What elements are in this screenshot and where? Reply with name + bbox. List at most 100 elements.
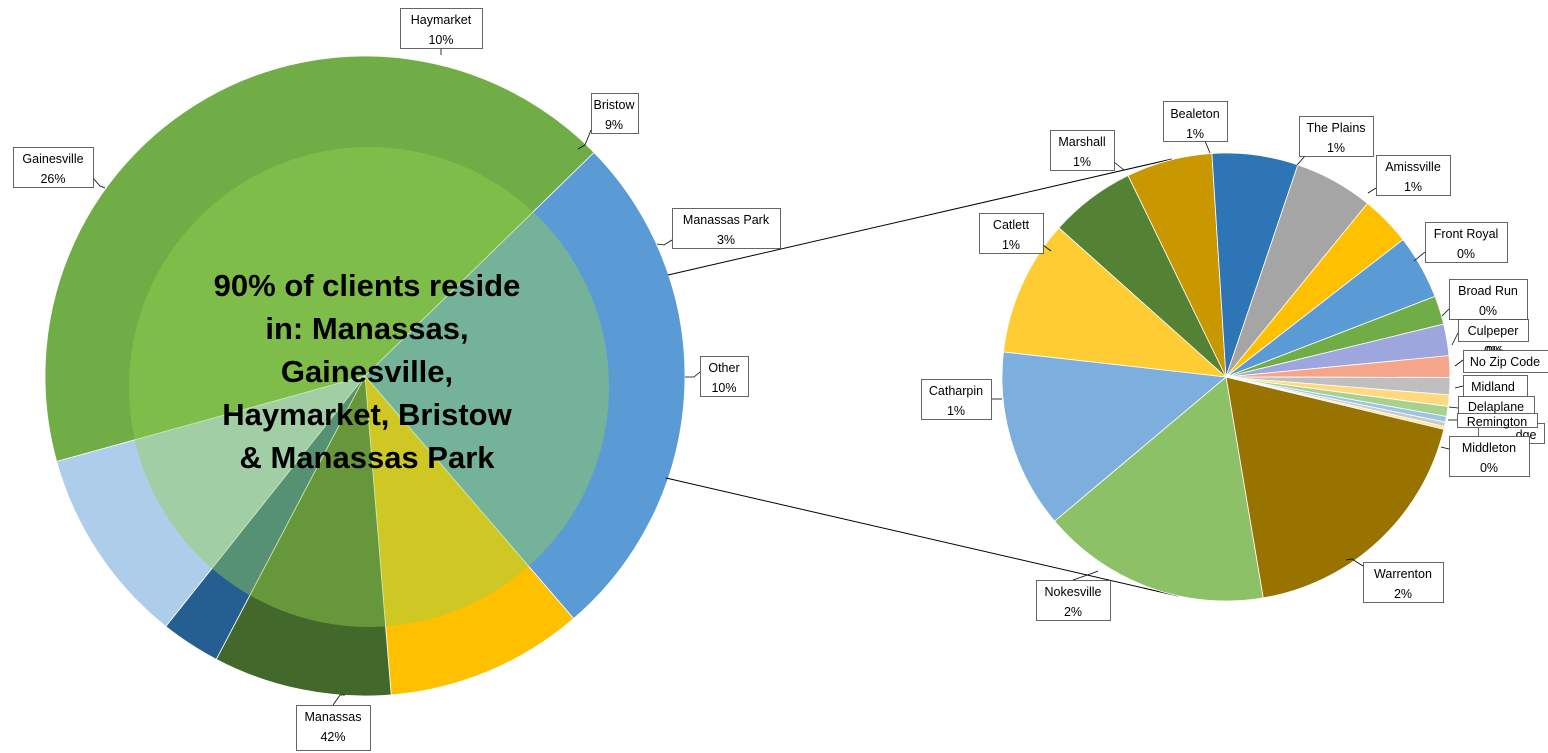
leader-line [1441,308,1450,317]
label-name: No Zip Code [1470,355,1540,369]
label-box [1457,413,1538,428]
data-label-front-royal: Front Royal 0% [1413,222,1508,263]
label-name: The Plains [1306,121,1365,135]
data-label-bealeton: Bealeton 1% [1163,101,1228,154]
pie-slice-bristow [215,374,392,697]
label-name: Other [708,361,739,375]
label-name: Culpeper [1468,324,1519,338]
label-box [700,356,749,397]
pie-slice-warrenton [1225,376,1445,599]
data-label-haymarket: Haymarket 10% [400,8,483,55]
leader-line [1113,161,1125,171]
label-name: Front Royal [1434,227,1499,241]
label-box [1163,101,1228,142]
pie-slice-other [56,375,367,627]
data-label-marshall: Marshall 1% [1050,130,1125,171]
label-value: 1% [1186,127,1204,141]
center-text-line: & Manassas Park [239,440,495,475]
data-label-manassas: Manassas 42% [296,694,371,751]
center-annotation: 90% of clients reside in: Manassas, Gaines… [214,268,521,475]
label-name: Nokesville [1045,585,1102,599]
label-value: 1% [1327,141,1345,155]
data-label-warrenton: Warrenton 2% [1345,558,1444,603]
data-label-nokesville: Nokesville 2% [1036,570,1111,621]
other-breakdown-pie [1001,152,1451,602]
label-value: 0% [1457,247,1475,261]
label-value: 42% [320,730,345,744]
data-label-middleton: Middleton 0% [1440,436,1530,477]
label-box [979,213,1044,254]
data-label-bristow: Bristow 9% [577,93,639,150]
label-box [1376,155,1451,196]
pie-slice-catlett [1002,227,1228,378]
label-box [672,208,781,249]
leader-line [1413,251,1426,262]
pie-slice-manassas [44,55,595,463]
label-box [1363,562,1444,603]
label-name: Gainesville [22,152,83,166]
label-box [921,379,992,420]
leader-line [577,129,592,150]
label-name: Manassas Park [683,213,770,227]
center-text-line: Haymarket, Bristow [222,397,512,432]
label-value: 2% [1394,587,1412,601]
pie-slice-catharpin [1001,351,1227,522]
data-label-manassas-park: Manassas Park 3% [656,208,781,249]
label-value: 1% [1002,238,1020,252]
connector-line [667,158,1173,276]
label-box [591,93,639,134]
label-box [1299,116,1374,157]
label-name: Middleton [1462,441,1516,455]
leader-line [92,177,106,189]
label-value: 1% [1404,180,1422,194]
pie-slice-gainesville [364,151,686,620]
label-name: Haymarket [411,13,472,27]
label-value: 0% [1480,461,1498,475]
leader-line [1204,140,1211,154]
leader-line [1072,570,1099,581]
label-name: Marshall [1058,135,1105,149]
pie-slice-haymarket [364,374,575,696]
label-value: 2% [1064,605,1082,619]
label-box [1449,436,1530,477]
label-name: Broad Run [1458,284,1518,298]
center-text-line: 90% of clients reside [214,268,521,303]
leader-line [1367,187,1377,194]
leader-line [1440,446,1450,450]
main-pie [44,55,686,697]
leader-line [685,371,701,378]
label-box [1463,350,1548,373]
label-name: Bealeton [1170,107,1219,121]
connector-line [665,477,1179,597]
data-label-amissville: Amissville 1% [1367,155,1451,196]
label-value: 10% [711,381,736,395]
data-label-catharpin: Catharpin 1% [921,379,1002,420]
label-value: 10% [428,33,453,47]
leader-line [1448,406,1459,409]
pie-connector-lines [665,158,1179,597]
leader-line [1296,155,1306,166]
label-box [400,8,483,49]
data-label-remington: Remington [1448,413,1538,429]
label-name: Remington [1467,415,1527,429]
label-value: 1% [1073,155,1091,169]
label-box [1425,222,1508,263]
data-label-the-plains: The Plains 1% [1296,116,1374,166]
label-value: 1% [947,404,965,418]
label-box [1036,580,1111,621]
center-text-line: Gainesville, [281,354,453,389]
data-label-midland: Midland [1454,375,1528,398]
data-label-catlett: Catlett 1% [979,213,1052,254]
pie-slice-middleton [1225,376,1445,430]
data-label-no-zip-code: No Zip Code [1454,350,1548,373]
main-pie-inner-highlight [129,147,609,627]
label-name: Amissville [1385,160,1441,174]
leader-line [656,239,673,246]
label-name: Catlett [993,218,1030,232]
label-name: Manassas [305,710,362,724]
label-box [1449,279,1528,320]
data-label-other: Other 10% [685,356,749,397]
label-value: 26% [40,172,65,186]
